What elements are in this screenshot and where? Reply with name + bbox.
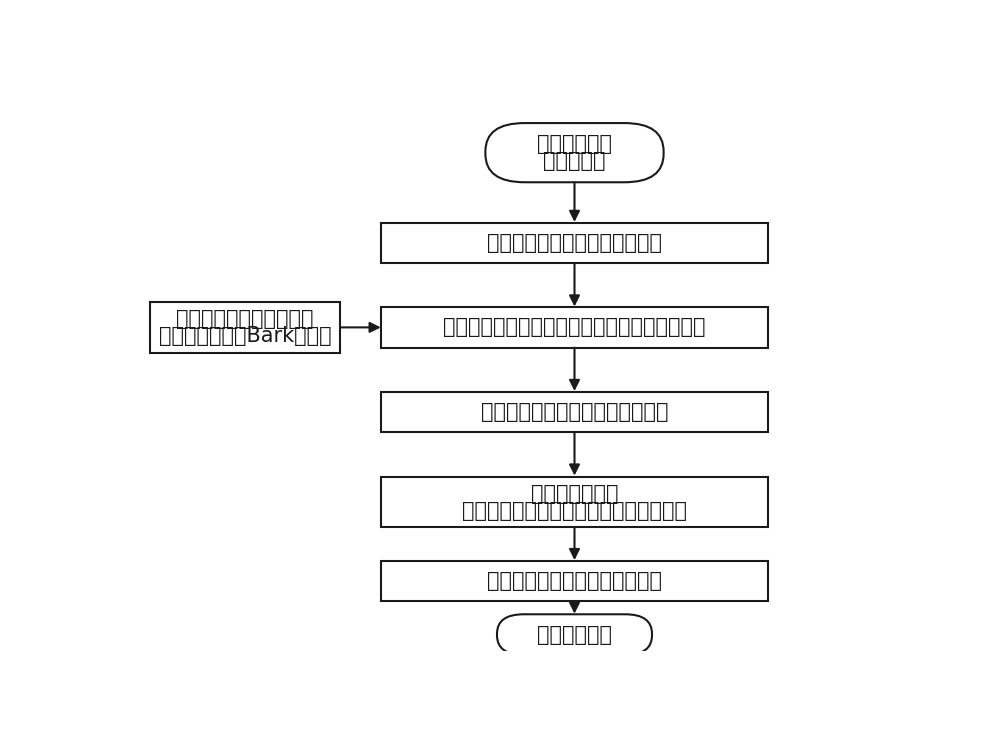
Text: 获得平均空间谱: 获得平均空间谱 [531,484,618,504]
FancyBboxPatch shape [381,477,768,528]
FancyBboxPatch shape [485,123,664,182]
Text: 全角度区域进行平均空间谱搜索: 全角度区域进行平均空间谱搜索 [487,571,662,591]
FancyBboxPatch shape [381,561,768,601]
FancyBboxPatch shape [381,392,768,432]
FancyBboxPatch shape [381,307,768,348]
Text: 求取感兴趣频点对应的窄带空间谱: 求取感兴趣频点对应的窄带空间谱 [481,402,668,422]
FancyBboxPatch shape [381,223,768,263]
Text: 采集语音信号: 采集语音信号 [537,134,612,154]
FancyBboxPatch shape [150,302,340,353]
Text: 根据采样频率和Bark子带中: 根据采样频率和Bark子带中 [159,326,331,346]
Text: 心频率，求取感兴趣频点: 心频率，求取感兴趣频点 [176,309,314,329]
Text: 将所有感兴趣频点窄带空间谱进行平均，: 将所有感兴趣频点窄带空间谱进行平均， [462,501,687,520]
Text: 计算获得阵列频域输出信号模型: 计算获得阵列频域输出信号模型 [487,233,662,253]
Text: 估计感兴趣频点处阵列频域输出信号协方差矩阵: 估计感兴趣频点处阵列频域输出信号协方差矩阵 [443,318,706,337]
Text: 麦克风阵列: 麦克风阵列 [543,151,606,171]
Text: 获得声源方向: 获得声源方向 [537,624,612,645]
FancyBboxPatch shape [497,614,652,655]
